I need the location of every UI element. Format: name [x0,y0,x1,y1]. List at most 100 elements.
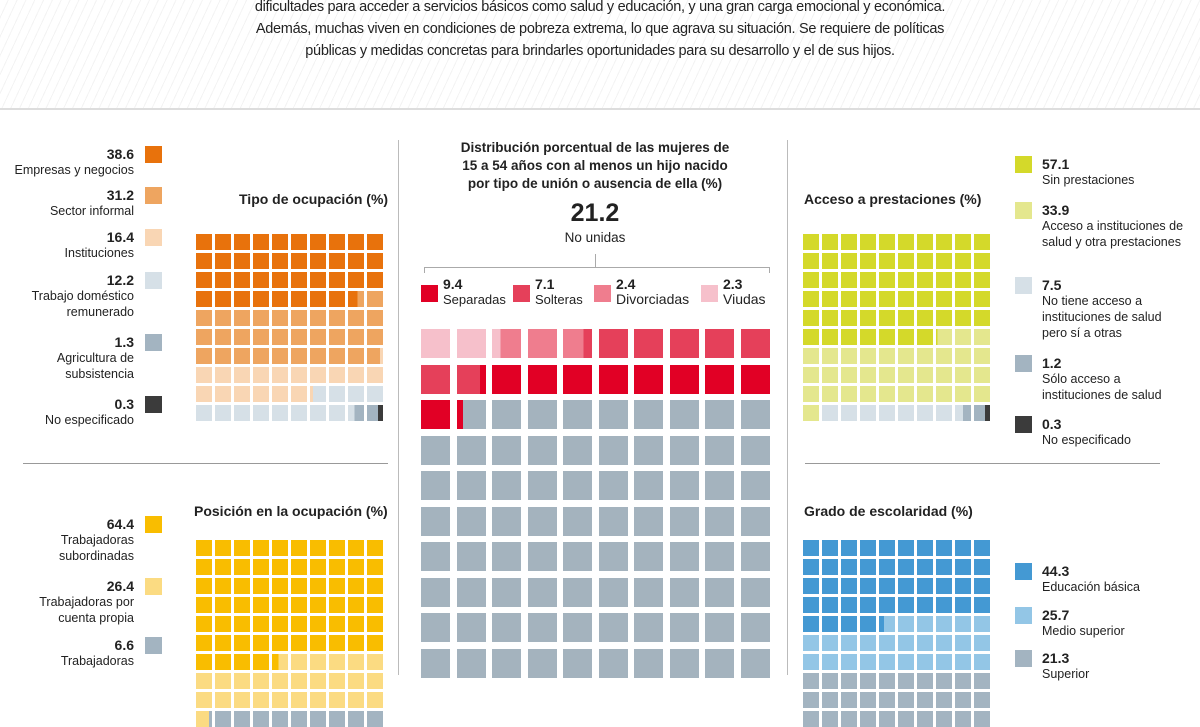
bracket [424,267,770,268]
waffle-cell [291,559,307,575]
waffle-cell [253,386,269,402]
waffle-cell [272,367,288,383]
waffle-cell [310,367,326,383]
waffle-cell [803,367,819,383]
waffle-cell [291,540,307,556]
waffle-cell [272,711,288,727]
waffle-cell [215,673,231,689]
waffle-cell [860,711,876,727]
waffle-cell [348,654,364,670]
waffle-cell [253,597,269,613]
waffle-cell [367,367,383,383]
waffle-cell [822,673,838,689]
waffle-cell [253,348,269,364]
waffle-cell [196,673,212,689]
waffle-cell [329,578,345,594]
legend-item: 12.2 Trabajo doméstico remunerado [0,272,162,320]
waffle-cell [253,711,269,727]
waffle-cell [860,386,876,402]
waffle-cell [215,654,231,670]
waffle-cell [974,310,990,326]
waffle-cell [291,405,307,421]
waffle-cell [348,348,364,364]
waffle-cell [563,648,592,678]
waffle-cell [917,348,933,364]
waffle-cell [669,329,699,358]
waffle-cell [879,559,895,575]
waffle-cell [215,540,231,556]
waffle-cell [272,559,288,575]
waffle-cell [421,577,450,607]
waffle-cell [348,635,364,651]
waffle-cell [974,711,990,727]
waffle-cell [669,613,699,642]
legend-swatch [145,187,162,204]
waffle-cell [898,329,914,345]
waffle-cell [803,597,819,613]
waffle-cell [348,597,364,613]
waffle-cell [421,329,450,358]
waffle-cell [841,405,857,421]
waffle-cell [860,291,876,307]
waffle-cell [253,253,269,269]
waffle-cell [803,253,819,269]
waffle-cell [822,635,838,651]
waffle-cell [329,692,345,708]
waffle-cell [421,364,450,394]
waffle-cell [456,542,486,571]
waffle-cell [310,559,326,575]
waffle-cell [329,234,345,250]
waffle-cell [291,253,307,269]
waffle-cell [492,435,521,465]
waffle-cell [253,234,269,250]
waffle-cell [879,234,895,250]
legend-swatch [421,285,438,302]
waffle-cell [563,400,592,429]
waffle-cell [669,542,699,571]
waffle-cell [367,386,383,402]
waffle-cell [803,386,819,402]
waffle-cell [841,616,857,632]
waffle-cell [367,692,383,708]
waffle-cell [705,364,734,394]
chart-title: Tipo de ocupación (%) [239,191,389,207]
waffle-cell [936,673,952,689]
chart-title: Distribución porcentual de las mujeres d… [460,140,730,191]
waffle-cell [272,540,288,556]
waffle-cell [936,711,952,727]
waffle-cell [196,405,212,421]
waffle-cell [898,616,914,632]
waffle-cell [253,291,269,307]
waffle-cell [492,613,521,642]
waffle-cell [917,405,933,421]
waffle-cell [310,578,326,594]
waffle-cell [421,613,450,642]
waffle-cell [310,310,326,326]
waffle-cell [822,711,838,727]
divider [787,140,788,675]
waffle-cell [917,578,933,594]
waffle-cell [272,405,288,421]
waffle-cell [456,364,486,394]
waffle-cell [936,348,952,364]
waffle-cell [196,291,212,307]
waffle-cell [841,673,857,689]
waffle-cell [291,597,307,613]
waffle-cell [272,386,288,402]
waffle-cell [598,506,628,536]
waffle-cell [367,711,383,727]
legend-swatch [145,516,162,533]
waffle-cell [367,291,383,307]
waffle-cell [898,597,914,613]
waffle-cell [215,635,231,651]
legend-swatch [1015,202,1032,219]
waffle-cell [822,310,838,326]
waffle-cell [215,329,231,345]
waffle-cell [898,711,914,727]
waffle-cell [955,635,971,651]
waffle-cell [421,542,450,571]
waffle-cell [879,272,895,288]
waffle-cell [598,400,628,429]
waffle-cell [822,654,838,670]
waffle-cell [740,613,770,642]
